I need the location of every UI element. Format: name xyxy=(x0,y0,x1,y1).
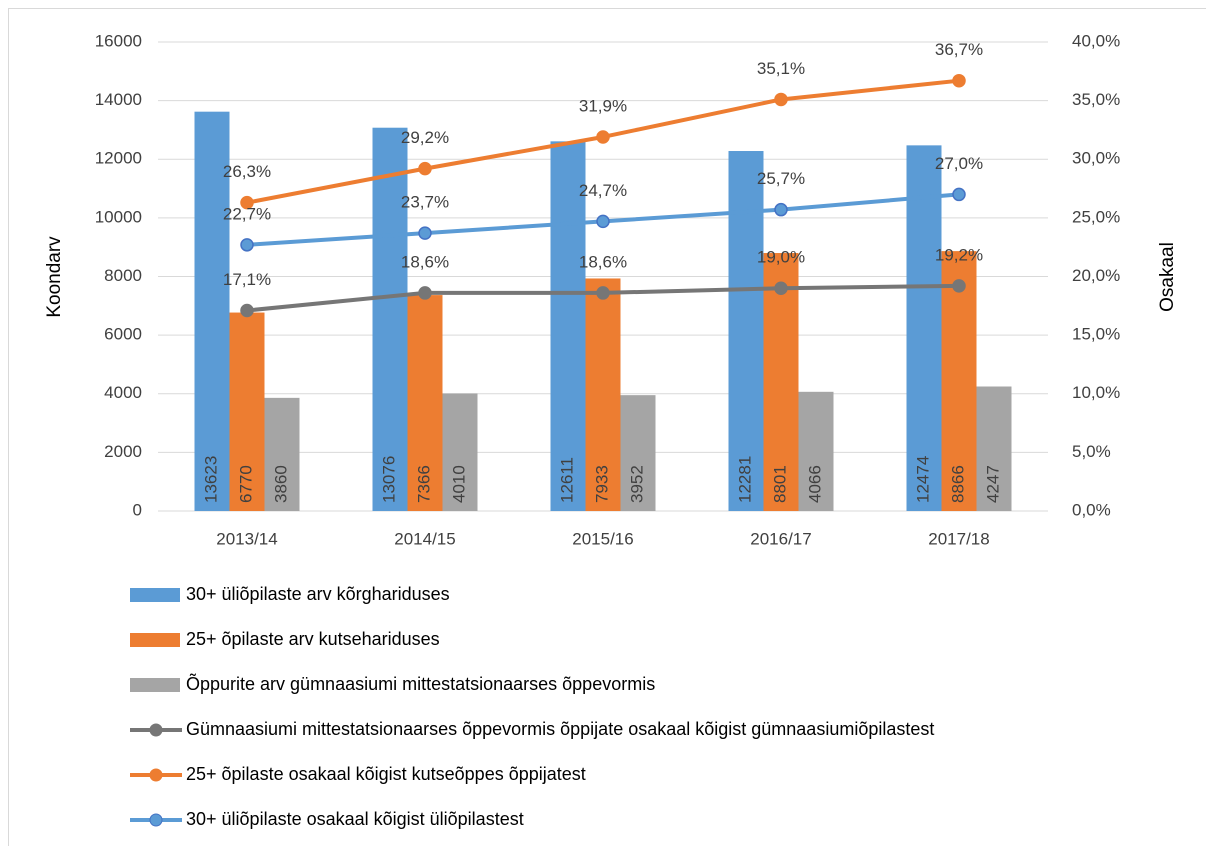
line-value-label: 19,2% xyxy=(935,245,983,264)
legend-label: 30+ üliõpilaste arv kõrghariduses xyxy=(186,584,450,604)
line-marker xyxy=(418,286,432,300)
legend-label: Õppurite arv gümnaasiumi mittestatsionaa… xyxy=(186,673,655,694)
bar xyxy=(976,386,1012,511)
line-marker xyxy=(418,161,432,176)
y-tick-label: 8000 xyxy=(104,266,142,285)
y-tick-label: 6000 xyxy=(104,325,142,344)
x-tick-label: 2016/17 xyxy=(750,529,811,548)
bar xyxy=(798,391,834,511)
legend-label: 30+ üliõpilaste osakaal kõigist üliõpila… xyxy=(186,809,524,829)
y-tick-label: 16000 xyxy=(95,31,142,50)
bar xyxy=(229,312,265,511)
bar xyxy=(407,295,443,511)
line-value-label: 31,9% xyxy=(579,96,627,115)
bar-value-label: 6770 xyxy=(236,465,255,503)
y2-tick-label: 40,0% xyxy=(1072,31,1120,50)
legend-swatch xyxy=(130,678,180,692)
line-marker xyxy=(240,303,254,318)
bar-value-label: 4066 xyxy=(805,465,824,503)
y-tick-label: 4000 xyxy=(104,383,142,402)
y-tick-label: 10000 xyxy=(95,207,142,226)
bar-value-label: 4010 xyxy=(449,465,468,503)
line-marker xyxy=(952,187,966,202)
bar xyxy=(194,111,230,511)
y-tick-label: 12000 xyxy=(95,149,142,168)
legend-label: 25+ õpilaste arv kutsehariduses xyxy=(186,629,440,649)
line-value-label: 35,1% xyxy=(757,59,805,78)
y2-tick-label: 35,0% xyxy=(1072,90,1120,109)
bar-value-label: 3952 xyxy=(627,465,646,503)
bar xyxy=(763,253,799,511)
x-tick-label: 2015/16 xyxy=(572,529,633,548)
line-marker xyxy=(596,214,610,229)
bar-value-label: 12281 xyxy=(735,456,754,503)
y2-tick-label: 5,0% xyxy=(1072,442,1111,461)
x-tick-label: 2014/15 xyxy=(394,529,455,548)
line-value-label: 17,1% xyxy=(223,270,271,289)
bar-value-label: 7933 xyxy=(592,465,611,503)
y2-axis-label: Osakaal xyxy=(1157,242,1178,312)
legend-marker xyxy=(149,723,163,737)
bar xyxy=(550,141,586,511)
y2-tick-label: 15,0% xyxy=(1072,325,1120,344)
bar-value-label: 13623 xyxy=(201,456,220,503)
x-tick-label: 2017/18 xyxy=(928,529,989,548)
line-value-label: 26,3% xyxy=(223,162,271,181)
y-tick-label: 14000 xyxy=(95,90,142,109)
y2-tick-label: 30,0% xyxy=(1072,149,1120,168)
line-marker xyxy=(774,281,788,295)
line-value-label: 23,7% xyxy=(401,193,449,212)
bar-value-label: 7366 xyxy=(414,465,433,503)
chart-border xyxy=(8,8,1206,846)
line-value-label: 27,0% xyxy=(935,154,983,173)
line-value-label: 22,7% xyxy=(223,204,271,223)
line-marker xyxy=(774,202,788,217)
bar xyxy=(620,395,656,511)
y-axis-label: Koondarv xyxy=(44,236,65,318)
line-marker xyxy=(596,286,610,300)
bar-value-label: 13076 xyxy=(379,456,398,503)
bar xyxy=(941,251,977,512)
line-marker xyxy=(596,130,610,144)
bar-value-label: 12474 xyxy=(913,456,932,503)
legend-label: Gümnaasiumi mittestatsionaarses õppevorm… xyxy=(186,719,934,739)
line-value-label: 19,0% xyxy=(757,248,805,267)
bar-value-label: 8801 xyxy=(770,465,789,503)
line-value-label: 18,6% xyxy=(579,252,627,271)
bar-value-label: 8866 xyxy=(948,465,967,503)
bar xyxy=(906,145,942,511)
bar xyxy=(442,393,478,511)
y2-tick-label: 25,0% xyxy=(1072,207,1120,226)
legend-swatch xyxy=(130,588,180,602)
line-marker xyxy=(240,238,254,252)
bar-value-label: 3860 xyxy=(271,465,290,503)
line-value-label: 18,6% xyxy=(401,252,449,271)
line-value-label: 36,7% xyxy=(935,40,983,59)
line-marker xyxy=(240,195,254,210)
bar xyxy=(264,397,300,511)
y-tick-label: 2000 xyxy=(104,442,142,461)
bar-value-label: 12611 xyxy=(557,457,576,503)
legend-marker xyxy=(149,813,163,827)
bar xyxy=(372,127,408,511)
x-tick-label: 2013/14 xyxy=(216,529,277,548)
legend-marker xyxy=(149,768,163,782)
line-value-label: 24,7% xyxy=(579,181,627,200)
legend-swatch xyxy=(130,633,180,647)
legend-label: 25+ õpilaste osakaal kõigist kutseõppes … xyxy=(186,764,586,784)
y2-tick-label: 10,0% xyxy=(1072,383,1120,402)
line-value-label: 25,7% xyxy=(757,169,805,188)
bar xyxy=(585,278,621,511)
line-marker xyxy=(952,279,966,293)
bar-value-label: 4247 xyxy=(983,465,1002,503)
y-tick-label: 0 xyxy=(133,500,142,519)
y2-tick-label: 0,0% xyxy=(1072,500,1111,519)
y2-tick-label: 20,0% xyxy=(1072,266,1120,285)
line-marker xyxy=(418,226,432,240)
line-value-label: 29,2% xyxy=(401,128,449,147)
line-marker xyxy=(774,92,788,107)
line-marker xyxy=(952,73,966,88)
